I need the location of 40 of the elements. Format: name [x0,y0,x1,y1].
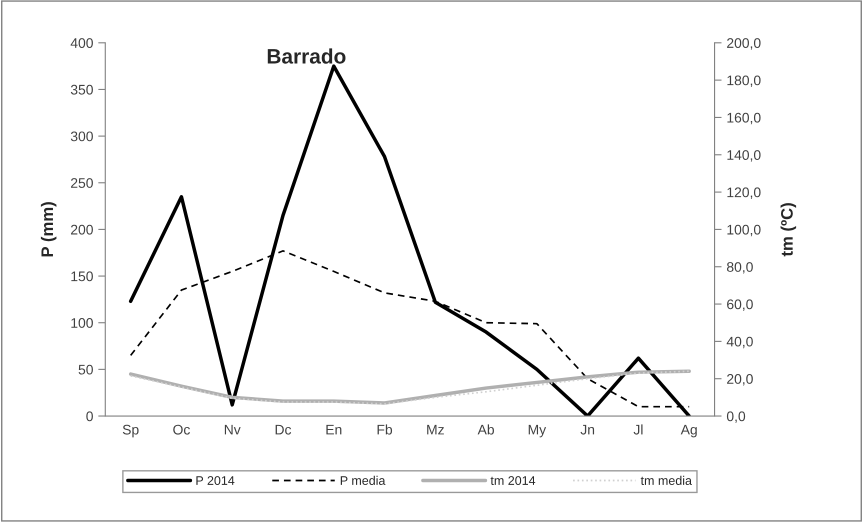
x-tick-label: Ag [680,424,697,438]
legend-label: P 2014 [196,476,234,485]
y-tick-label: 250 [71,178,93,188]
legend-label: tm media [640,476,692,485]
y2-tick-label: 20,0 [727,374,753,386]
x-tick-label: Jn [580,424,594,435]
y2-axis-title: tm (ºC) [780,203,796,256]
y2-tick-label: 160,0 [727,112,761,124]
y2-tick-label: 120,0 [727,187,761,199]
y-tick-label: 350 [70,84,93,95]
x-tick-label: Sp [122,424,139,438]
y-tick-label: 300 [70,131,93,142]
x-tick-label: Ab [478,424,494,435]
x-tick-label: Mz [427,424,444,434]
x-tick-label: En [326,424,342,434]
legend-label: P media [340,476,386,485]
x-tick-label: Fb [378,424,392,435]
y2-tick-label: 60,0 [727,299,753,311]
x-tick-label: Dc [276,424,292,435]
y-tick-label: 150 [71,271,93,282]
x-tick-label: Oc [173,424,190,435]
line-series [128,64,691,416]
y-tick-label: 400 [70,38,93,48]
y2-tick-label: 140,0 [727,150,761,162]
y2-tick-label: 40,0 [726,336,753,348]
y-tick-label: 50 [78,364,93,375]
y2-tick-label: 80,0 [726,262,753,274]
y2-tick-label: 200,0 [727,38,761,50]
y-tick-label: 0 [86,411,93,422]
y-tick-label: 100 [71,318,93,328]
x-tick-label: Nv [224,424,241,434]
y2-tick-label: 100,0 [727,224,761,236]
x-tick-label: My [528,424,546,438]
y-tick-label: 200 [71,224,93,235]
y-axis-title: P (mm) [40,202,56,256]
y2-tick-label: 180,0 [727,75,761,87]
chart-title: Barrado [268,48,346,64]
legend-label: tm 2014 [490,476,536,485]
y2-tick-label: 0,0 [726,411,746,423]
x-tick-label: Jl [634,424,642,435]
